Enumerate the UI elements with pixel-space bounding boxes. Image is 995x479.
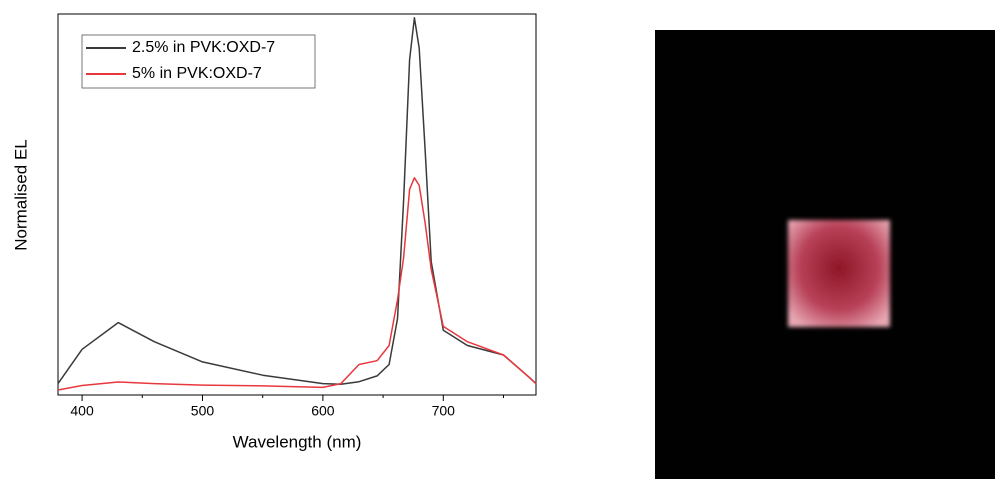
series-line xyxy=(57,177,537,391)
series-line xyxy=(57,17,537,386)
x-tick-label: 500 xyxy=(191,403,215,419)
x-axis-label: Wavelength (nm) xyxy=(233,432,362,451)
y-axis-label: Normalised EL xyxy=(11,139,30,251)
x-tick-label: 600 xyxy=(311,403,335,419)
emitting-pixel xyxy=(788,220,890,327)
plot-frame xyxy=(57,13,537,396)
x-tick-label: 400 xyxy=(70,403,94,419)
legend-label: 2.5% in PVK:OXD-7 xyxy=(132,39,275,56)
legend-label: 5% in PVK:OXD-7 xyxy=(132,65,262,82)
x-tick-label: 700 xyxy=(432,403,456,419)
legend-box xyxy=(81,34,316,89)
